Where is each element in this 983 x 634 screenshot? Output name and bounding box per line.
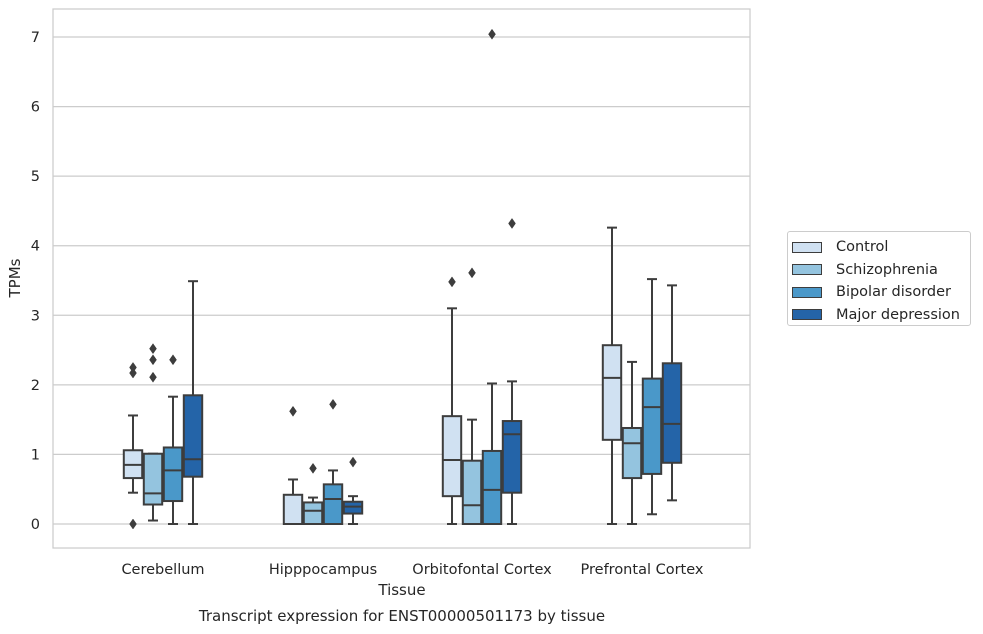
box-schizophrenia-1 xyxy=(302,462,324,526)
x-tick-label: Prefrontal Cortex xyxy=(581,562,704,578)
y-tick-label: 1 xyxy=(31,447,40,463)
legend-item-control: Control xyxy=(788,236,970,259)
outlier-point xyxy=(149,343,157,355)
box-iqr xyxy=(461,459,483,526)
box-major-depression-3 xyxy=(661,284,683,502)
outlier-point xyxy=(448,276,456,288)
box-major-depression-2 xyxy=(501,218,523,525)
outlier-point xyxy=(129,367,137,379)
outlier-point xyxy=(129,518,137,530)
box-schizophrenia-0 xyxy=(142,343,164,522)
y-tick-label: 6 xyxy=(31,100,40,116)
box-iqr xyxy=(322,483,344,526)
box-schizophrenia-3 xyxy=(621,360,643,525)
legend-item-schizophrenia: Schizophrenia xyxy=(788,259,970,282)
y-tick-label: 3 xyxy=(31,308,40,324)
y-tick-label: 2 xyxy=(31,378,40,394)
box-major-depression-1 xyxy=(342,456,364,525)
legend-swatch-schizophrenia xyxy=(792,264,822,276)
legend-label-major-depression: Major depression xyxy=(836,306,960,323)
box-iqr xyxy=(342,500,364,515)
box-control-3 xyxy=(601,226,623,525)
box-bipolar-disorder-2 xyxy=(481,28,503,526)
outlier-point xyxy=(129,362,137,373)
box-major-depression-0 xyxy=(182,280,204,525)
outlier-point xyxy=(309,462,317,474)
outlier-point xyxy=(508,218,516,229)
legend-swatch-major-depression xyxy=(792,309,822,321)
box-iqr xyxy=(481,449,503,526)
x-tick-label: Orbitofontal Cortex xyxy=(412,562,552,578)
box-plot-marks xyxy=(122,28,683,530)
legend-swatch-bipolar-disorder xyxy=(792,286,822,298)
outlier-point xyxy=(468,267,476,279)
y-tick-label: 7 xyxy=(31,30,40,46)
box-control-1 xyxy=(282,405,304,525)
legend: Control Schizophrenia Bipolar disorder M… xyxy=(787,231,971,326)
box-iqr xyxy=(142,452,164,506)
box-iqr xyxy=(162,446,184,503)
box-iqr xyxy=(501,420,523,494)
box-iqr xyxy=(182,394,204,478)
y-axis-title: TPMs xyxy=(6,258,24,298)
box-iqr xyxy=(661,362,683,464)
plot-frame xyxy=(52,8,751,549)
box-bipolar-disorder-0 xyxy=(162,354,184,525)
y-tick-labels: 0 1 2 3 4 5 6 7 xyxy=(31,30,40,533)
outlier-point xyxy=(169,354,177,366)
box-schizophrenia-2 xyxy=(461,267,483,526)
legend-item-bipolar-disorder: Bipolar disorder xyxy=(788,281,970,304)
y-tick-label: 5 xyxy=(31,169,40,185)
outlier-point xyxy=(149,371,157,383)
outlier-point xyxy=(289,405,297,417)
x-axis-title: Tissue xyxy=(377,581,425,599)
box-iqr xyxy=(641,377,663,475)
box-iqr xyxy=(441,415,463,498)
outlier-point xyxy=(149,354,157,366)
box-iqr xyxy=(302,501,324,526)
box-iqr xyxy=(601,344,623,441)
outlier-point xyxy=(349,456,357,468)
legend-label-control: Control xyxy=(836,239,889,256)
box-iqr xyxy=(621,426,643,480)
y-tick-label: 4 xyxy=(31,239,40,255)
legend-item-major-depression: Major depression xyxy=(788,304,970,327)
x-tick-label: Hipppocampus xyxy=(269,562,377,578)
legend-label-bipolar-disorder: Bipolar disorder xyxy=(836,284,951,301)
legend-label-schizophrenia: Schizophrenia xyxy=(836,261,938,278)
outlier-point xyxy=(488,28,496,40)
outlier-point xyxy=(329,398,337,410)
y-tick-label: 0 xyxy=(31,517,40,533)
box-bipolar-disorder-1 xyxy=(322,398,344,526)
box-bipolar-disorder-3 xyxy=(641,278,663,516)
box-control-0 xyxy=(122,362,144,530)
x-tick-label: Cerebellum xyxy=(121,562,204,578)
chart-title: Transcript expression for ENST0000050117… xyxy=(198,607,605,625)
box-iqr xyxy=(282,493,304,525)
legend-swatch-control xyxy=(792,241,822,253)
box-control-2 xyxy=(441,276,463,525)
x-tick-labels: Cerebellum Hipppocampus Orbitofontal Corte… xyxy=(121,562,703,578)
